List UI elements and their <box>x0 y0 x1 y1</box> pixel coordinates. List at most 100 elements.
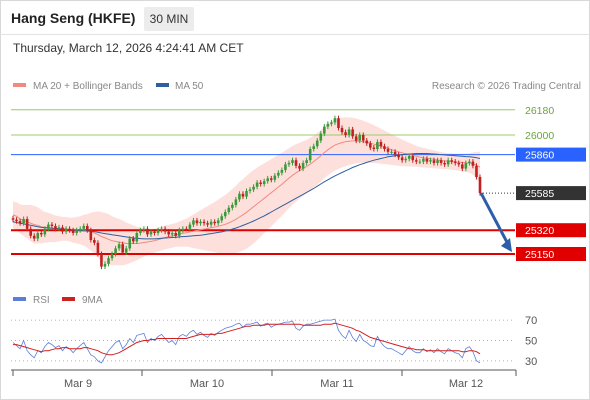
candle-body <box>443 163 446 165</box>
candle-body <box>446 160 450 165</box>
candle-body <box>61 227 64 232</box>
candle-body <box>128 238 132 249</box>
support-level-label: 25320 <box>525 225 554 237</box>
candle-body <box>471 161 475 166</box>
candle-body <box>202 221 206 224</box>
candle-body <box>365 140 369 144</box>
candle-body <box>273 175 277 180</box>
candle-body <box>160 228 163 231</box>
candle-body <box>89 230 93 240</box>
candle-body <box>64 228 68 232</box>
candle-body <box>369 143 372 148</box>
candle-body <box>18 221 22 224</box>
x-tick-label: Mar 12 <box>449 378 483 390</box>
candle-body <box>234 199 238 205</box>
candle-body <box>436 160 439 163</box>
candle-body <box>358 135 362 141</box>
candle-body <box>100 254 103 267</box>
candle-body <box>25 219 29 229</box>
candle-body <box>248 189 252 191</box>
candle-body <box>117 244 121 249</box>
candle-body <box>139 230 142 233</box>
candle-body <box>231 205 234 208</box>
support-level-label: 25150 <box>525 249 554 261</box>
candle-body <box>386 149 390 152</box>
candle-body <box>344 132 347 135</box>
candle-body <box>252 186 255 190</box>
rsi-ma-line <box>13 322 481 356</box>
candle-body <box>262 181 266 184</box>
candle-body <box>213 221 216 224</box>
candle-body <box>255 182 259 187</box>
candle-body <box>36 233 40 239</box>
candle-body <box>461 164 464 169</box>
pivot-level-tag <box>516 147 586 162</box>
candle-body <box>206 223 209 225</box>
candle-body <box>131 238 135 242</box>
candle-body <box>400 157 404 161</box>
candle-body <box>85 226 89 231</box>
rsi-tick-label: 30 <box>525 356 537 368</box>
candle-body <box>71 230 75 233</box>
candle-body <box>347 129 351 135</box>
pivot-level-label: 25860 <box>525 150 554 162</box>
candle-body <box>110 254 114 259</box>
candle-body <box>163 228 167 232</box>
candle-body <box>209 221 213 225</box>
candle-body <box>376 142 379 149</box>
candle-body <box>11 218 15 220</box>
candle-body <box>475 165 478 177</box>
candle-body <box>15 219 18 222</box>
candle-body <box>54 226 57 229</box>
candle-body <box>422 158 425 162</box>
last-level-label: 25585 <box>525 188 554 200</box>
report-datetime: Thursday, March 12, 2026 4:24:41 AM CET <box>13 41 244 55</box>
price-plot: 26180 26000 25860 25585 25320 25150 <box>11 105 586 270</box>
candle-body <box>269 178 273 180</box>
candle-body <box>29 228 32 236</box>
candle-body <box>121 244 124 253</box>
candle-body <box>188 224 192 229</box>
rsi-line <box>12 318 481 364</box>
candle-body <box>393 151 397 155</box>
rsi-ma-legend-label: 9MA <box>82 295 103 306</box>
candle-body <box>195 220 199 224</box>
candle-body <box>135 233 139 242</box>
candle-body <box>75 230 78 233</box>
x-tick-label: Mar 11 <box>320 378 353 390</box>
candle-body <box>227 207 231 212</box>
header-divider <box>0 34 590 35</box>
forecast-arrow-shaft <box>479 192 511 247</box>
candle-body <box>146 228 149 235</box>
candle-body <box>291 160 294 163</box>
candle-body <box>464 163 468 169</box>
candle-body <box>351 129 354 137</box>
candle-body <box>149 231 153 235</box>
ma50-legend-swatch <box>156 83 169 87</box>
forecast-arrow-head <box>501 238 512 252</box>
candle-body <box>107 258 110 264</box>
candle-body <box>383 146 386 149</box>
candle-body <box>266 178 270 182</box>
x-axis: Mar 9 Mar 10 Mar 11 Mar 12 <box>12 370 517 390</box>
candle-body <box>22 219 25 224</box>
x-tick-label: Mar 10 <box>190 378 224 390</box>
candle-body <box>340 128 344 133</box>
candle-body <box>174 233 178 236</box>
candle-body <box>277 172 280 176</box>
rsi-legend-label: RSI <box>33 295 50 306</box>
timeframe-badge[interactable]: 30 MIN <box>144 7 194 31</box>
candle-body <box>390 151 393 153</box>
candle-body <box>96 242 100 254</box>
candle-body <box>93 240 96 243</box>
instrument-title: Hang Seng (HKFE) <box>11 10 136 26</box>
candle-body <box>57 227 61 229</box>
resistance-level-label: 26180 <box>525 105 554 117</box>
candle-body <box>185 228 188 230</box>
candle-body <box>124 248 128 253</box>
candle-body <box>333 118 337 123</box>
candle-body <box>238 193 241 200</box>
candle-body <box>301 163 305 169</box>
candle-body <box>312 146 316 149</box>
